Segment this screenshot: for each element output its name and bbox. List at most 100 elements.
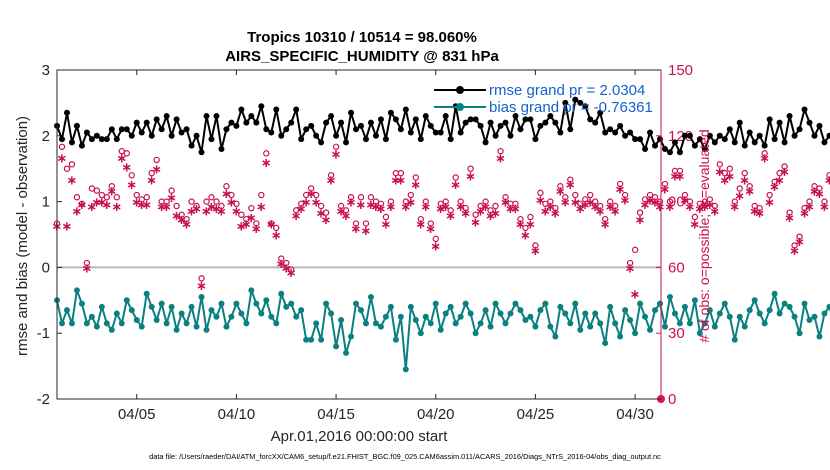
- rmse-point: [437, 129, 444, 136]
- rmse-point: [83, 129, 90, 136]
- rmse-point: [263, 126, 270, 133]
- rmse-point: [273, 106, 280, 113]
- bias-point: [328, 310, 335, 317]
- bias-point: [218, 300, 225, 307]
- rmse-point: [472, 116, 479, 123]
- evaluated-obs-marker: ∗: [151, 163, 162, 178]
- evaluated-obs-marker: ∗: [764, 196, 775, 211]
- bias-point: [188, 303, 195, 310]
- evaluated-obs-marker: ∗: [650, 196, 661, 211]
- rmse-point: [63, 109, 70, 116]
- bias-point: [796, 330, 803, 337]
- bias-point: [637, 300, 644, 307]
- bias-point: [627, 317, 634, 324]
- rmse-point: [73, 122, 80, 129]
- rmse-point: [313, 132, 320, 139]
- rmse-point: [721, 136, 728, 143]
- evaluated-obs-marker: ∗: [799, 207, 810, 222]
- evaluated-obs-marker: ∗: [784, 211, 795, 226]
- bias-point: [666, 294, 673, 301]
- bias-point: [681, 303, 688, 310]
- evaluated-obs-marker: ∗: [301, 196, 312, 211]
- rmse-point: [367, 119, 374, 126]
- evaluated-obs-marker: ∗: [630, 288, 641, 303]
- possible-obs-marker: [781, 163, 788, 170]
- bias-point: [228, 313, 235, 320]
- evaluated-obs-marker: ∗: [291, 209, 302, 224]
- y2-tick-label: 30: [668, 325, 685, 342]
- rmse-point: [343, 139, 350, 146]
- evaluated-obs-marker: ∗: [550, 207, 561, 222]
- evaluated-obs-marker: ∗: [430, 239, 441, 254]
- evaluated-obs-marker: ∗: [620, 193, 631, 208]
- bias-point: [128, 307, 135, 314]
- possible-obs-marker: [68, 161, 76, 168]
- rmse-point: [108, 126, 115, 133]
- rmse-point: [442, 113, 449, 120]
- rmse-point: [532, 136, 539, 143]
- bias-point: [786, 303, 793, 310]
- bias-point: [716, 310, 723, 317]
- bias-point: [607, 303, 614, 310]
- bias-point: [512, 300, 519, 307]
- possible-obs-marker: [312, 191, 320, 199]
- bias-point: [671, 310, 678, 317]
- possible-obs-marker: [108, 183, 116, 190]
- rmse-point: [676, 149, 683, 156]
- evaluated-obs-marker: ∗: [769, 180, 780, 195]
- possible-obs-marker: [218, 202, 225, 210]
- rmse-point: [382, 136, 389, 143]
- bias-point: [617, 333, 624, 340]
- rmse-point: [462, 119, 469, 126]
- possible-obs-marker: [547, 198, 554, 205]
- evaluated-obs-marker: ∗: [390, 174, 401, 189]
- rmse-point: [392, 116, 399, 123]
- rmse-point: [681, 132, 688, 139]
- rmse-point: [218, 145, 225, 152]
- possible-obs-marker: [806, 198, 813, 205]
- possible-obs-marker: [248, 204, 255, 212]
- bias-point: [686, 320, 693, 327]
- possible-obs-marker: [223, 183, 230, 190]
- evaluated-obs-marker: ∗: [684, 200, 695, 215]
- evaluated-obs-marker: ∗: [226, 196, 237, 211]
- possible-obs-marker: [322, 209, 330, 216]
- evaluated-obs-marker: ∗: [131, 196, 142, 211]
- bias-point: [308, 336, 315, 343]
- rmse-point: [801, 106, 808, 113]
- possible-obs-marker: [278, 255, 285, 262]
- possible-obs-marker: [606, 198, 614, 205]
- bias-point: [612, 320, 619, 327]
- rmse-point: [223, 126, 230, 133]
- evaluated-obs-marker: ∗: [415, 218, 426, 233]
- evaluated-obs-marker: ∗: [351, 222, 362, 237]
- bias-point: [771, 290, 778, 297]
- possible-obs-marker: [178, 211, 185, 218]
- rmse-point: [233, 122, 240, 129]
- bias-point: [676, 320, 683, 327]
- evaluated-obs-marker: ∗: [71, 204, 82, 219]
- bias-point: [248, 287, 255, 294]
- rmse-point: [577, 99, 584, 106]
- possible-obs-marker: [731, 198, 738, 205]
- bias-point: [357, 307, 364, 314]
- possible-obs-marker: [258, 191, 265, 199]
- possible-obs-marker: [113, 194, 121, 201]
- evaluated-obs-marker: ∗: [346, 196, 357, 211]
- evaluated-obs-marker: ∗: [361, 224, 372, 239]
- possible-obs-marker: [821, 198, 828, 205]
- evaluated-obs-marker: ∗: [326, 174, 337, 189]
- bias-point: [587, 323, 594, 330]
- possible-obs-marker: [302, 191, 310, 199]
- rmse-point: [826, 132, 830, 139]
- possible-obs-marker: [407, 191, 415, 199]
- evaluated-obs-marker: ∗: [694, 202, 705, 217]
- rmse-point: [133, 119, 140, 126]
- bias-point: [811, 313, 818, 320]
- possible-obs-marker: [402, 198, 410, 205]
- possible-obs-marker: [681, 191, 689, 199]
- rmse-point: [163, 113, 170, 120]
- rmse-point: [198, 149, 205, 156]
- possible-obs-marker: [138, 196, 145, 203]
- bias-point: [577, 326, 584, 333]
